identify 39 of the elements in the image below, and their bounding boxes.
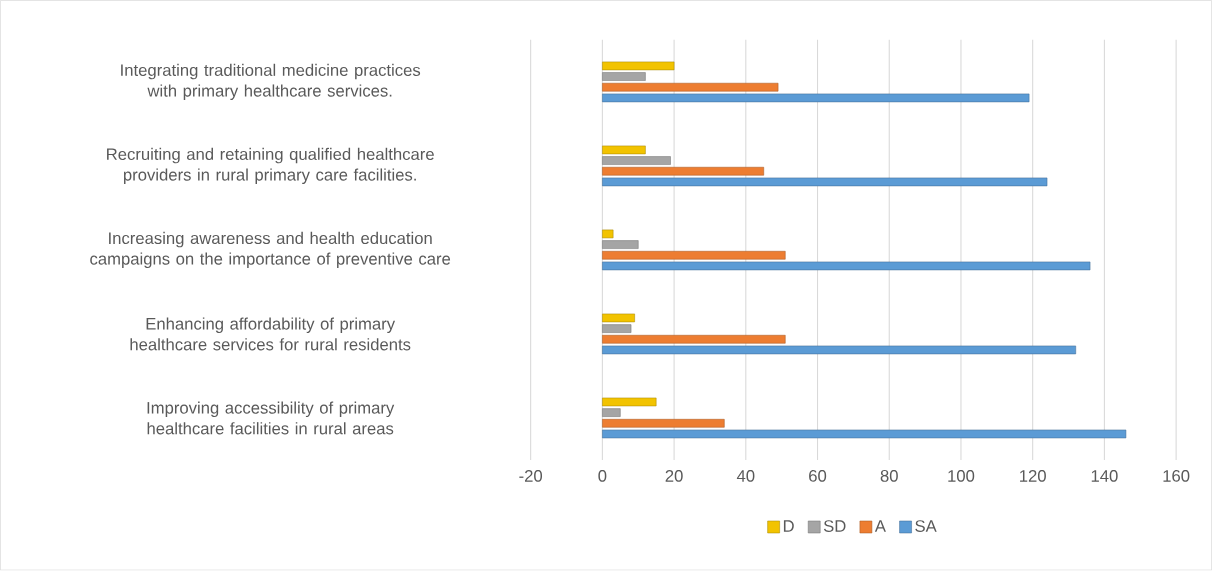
legend-label: A: [874, 520, 886, 532]
bar: [602, 229, 614, 239]
bar: [602, 324, 632, 334]
x-tick-label: 160: [1163, 470, 1190, 483]
y-tick-label: Recruiting and retaining qualified healthcare providers in rural primary care facilities.: [107, 148, 434, 185]
bar: [602, 177, 1048, 187]
bar: [602, 61, 675, 71]
x-tick-label: 140: [1091, 470, 1118, 483]
bar: [602, 345, 1076, 355]
bar: [602, 261, 1091, 271]
x-tick-label: 0: [598, 470, 607, 483]
x-tick-label: 100: [948, 470, 975, 483]
x-tick-label: 20: [665, 470, 683, 483]
bar: [602, 72, 646, 82]
bar: [602, 240, 639, 250]
bar: [602, 335, 786, 344]
bar: [602, 429, 1127, 439]
x-tick-label: 40: [736, 470, 755, 483]
legend-label: SD: [823, 520, 846, 533]
x-tick-label: 60: [809, 470, 827, 483]
x-tick-label: -20: [519, 470, 543, 483]
bar: [602, 83, 779, 92]
y-tick-label: Integrating traditional medicine practices with primary healthcare services.: [121, 64, 421, 101]
y-tick-label: Improving accessibility of primary healthcare facilities in rural areas: [147, 401, 395, 435]
bar: [602, 167, 765, 176]
bar: [602, 419, 725, 428]
x-tick-label: 80: [880, 470, 898, 483]
x-tick-label: 120: [1020, 470, 1046, 483]
y-tick-label: Enhancing affordability of primary healthcare services for rural residents: [130, 317, 411, 351]
legend-label: D: [783, 520, 794, 532]
bar: [602, 145, 646, 155]
bar: [602, 313, 635, 323]
bar: [602, 93, 1030, 103]
bar: [602, 397, 657, 407]
legend-label: SA: [915, 520, 937, 533]
bar: [602, 251, 786, 260]
y-tick-label: Increasing awareness and health education campaigns on the importance of preventive care: [90, 232, 451, 269]
bar: [602, 156, 671, 166]
bar: [602, 408, 621, 418]
